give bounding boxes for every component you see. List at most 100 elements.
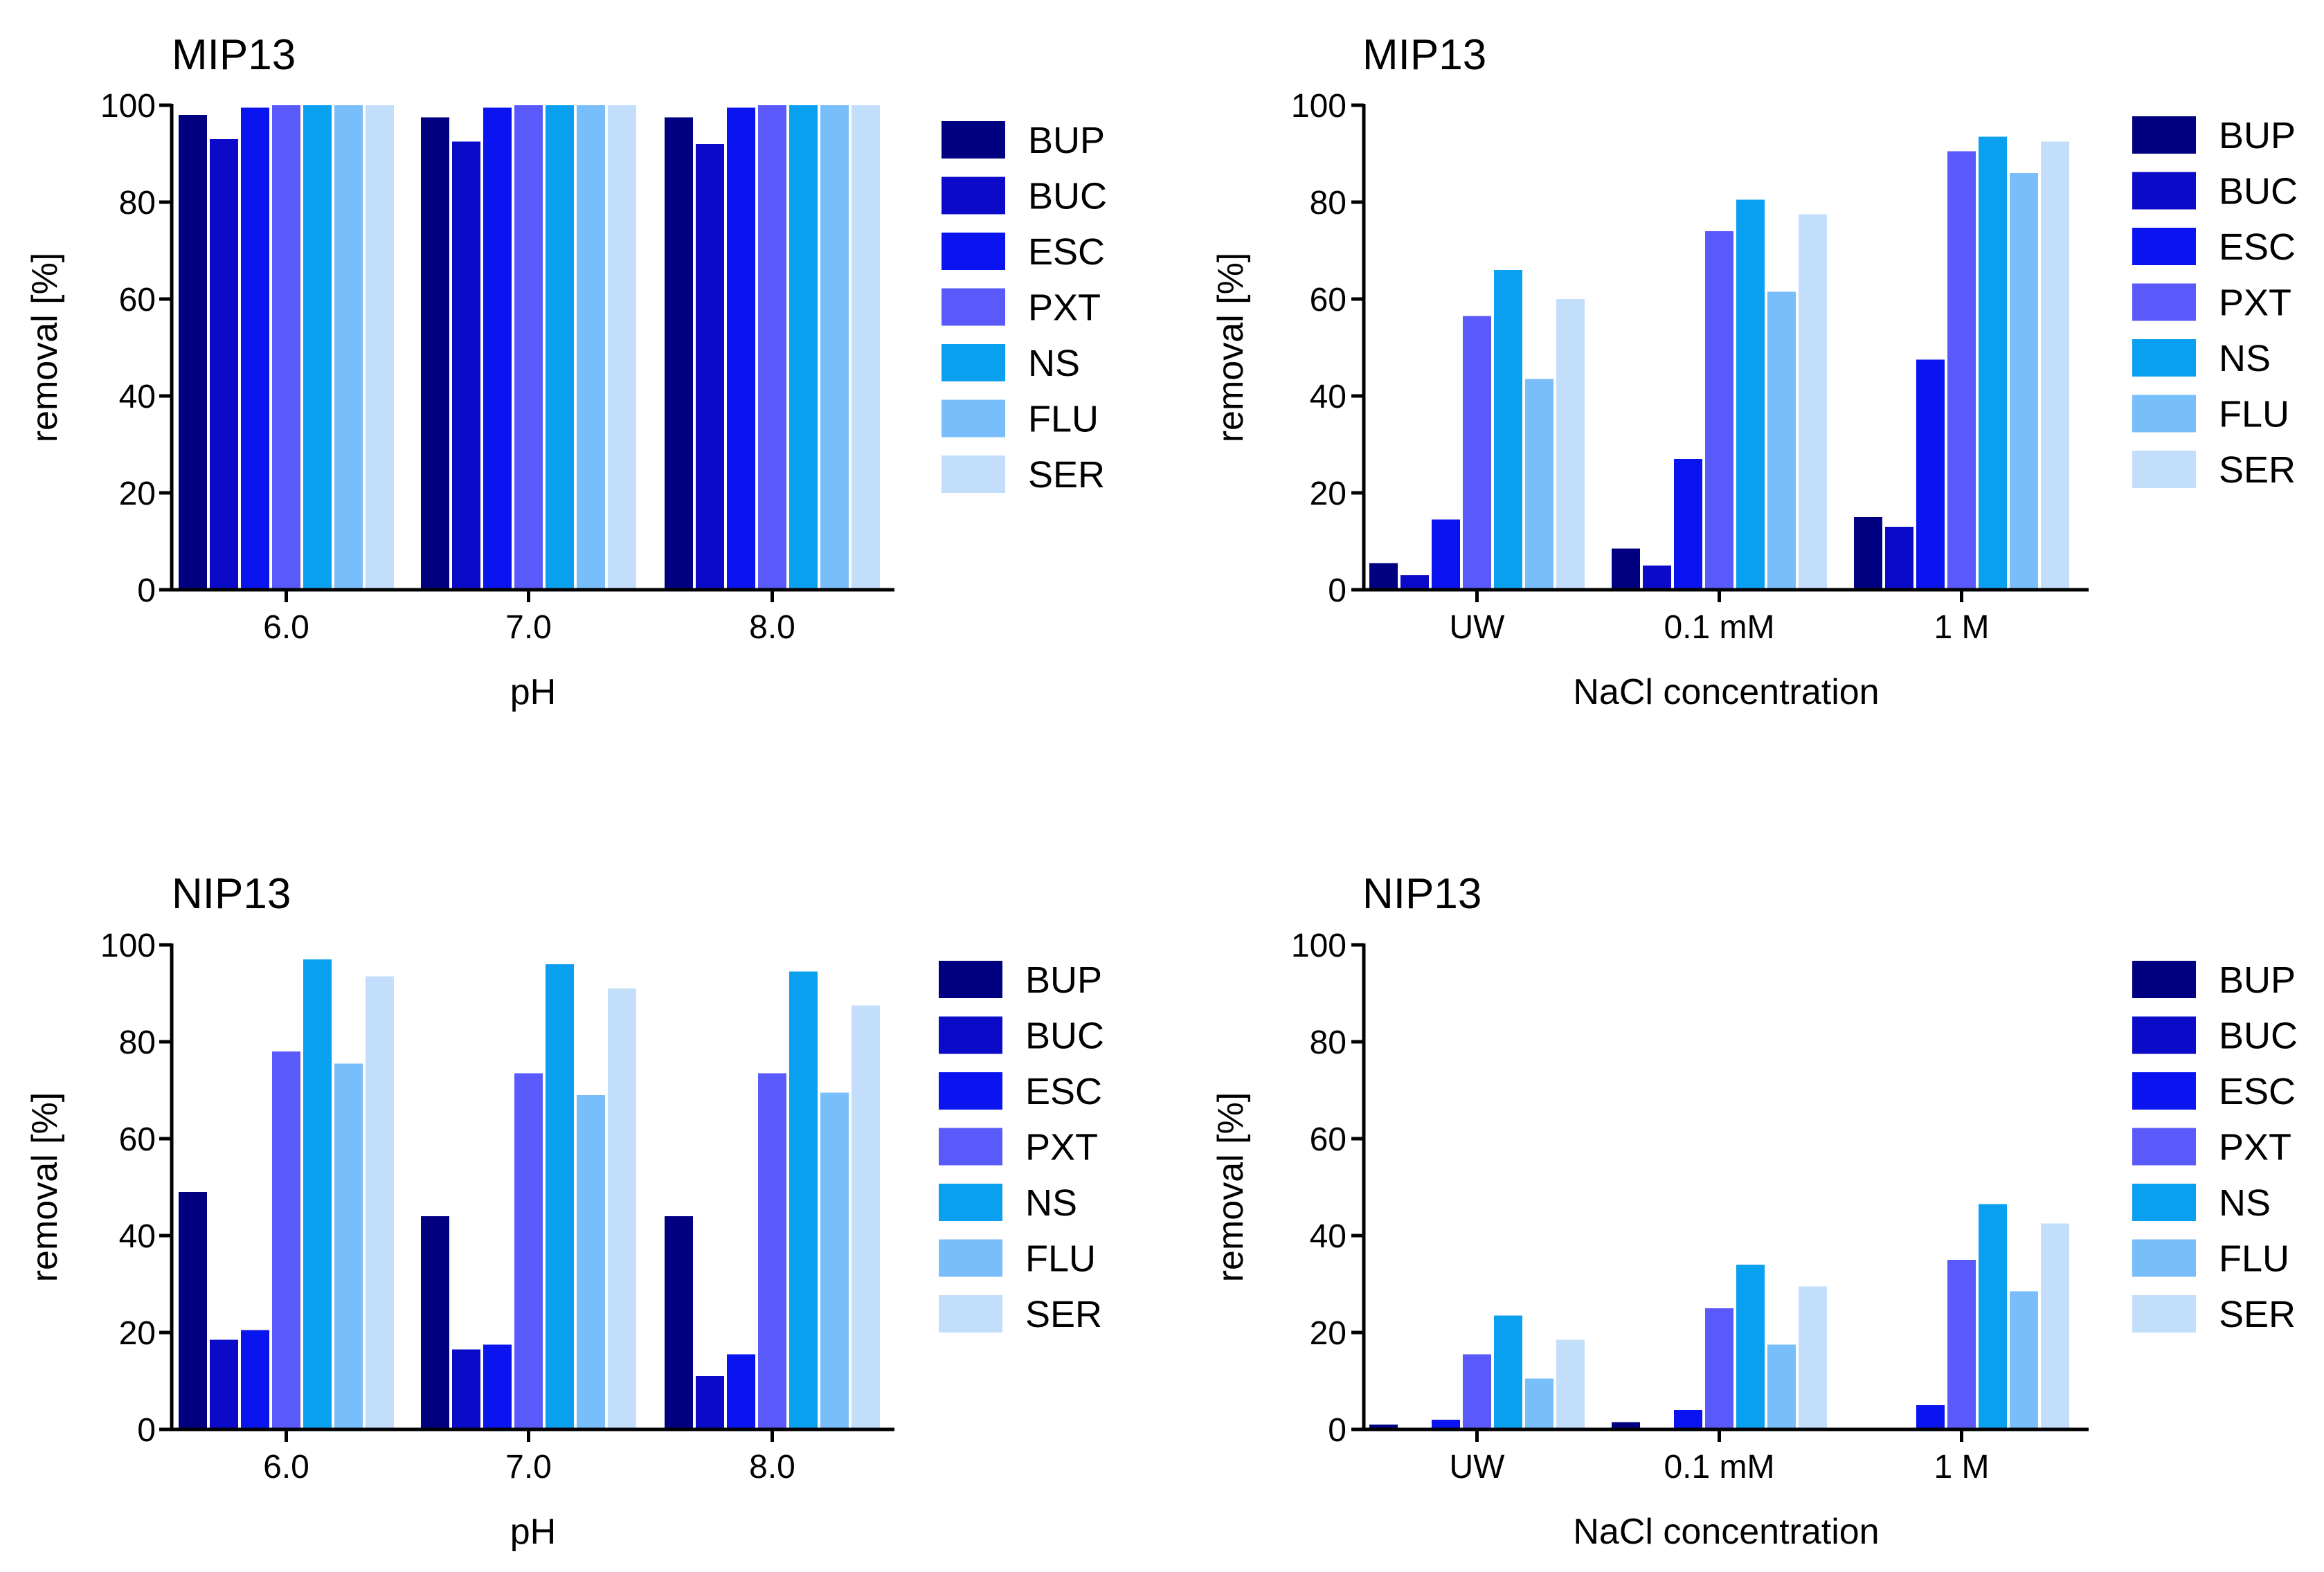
chart-title: NIP13 <box>172 870 291 918</box>
legend-label-pxt: PXT <box>1028 287 1101 329</box>
legend: BUP BUC ESC PXT NS FLU SER <box>2132 959 2298 1335</box>
legend-label-flu: FLU <box>2219 394 2289 435</box>
bar-esc-3 <box>1916 359 1945 590</box>
y-tick-label: 20 <box>1310 476 1346 512</box>
bar-flu-3 <box>820 105 849 590</box>
bar-pxt-1 <box>1463 316 1491 590</box>
legend-swatch-flu <box>2132 395 2196 433</box>
bar-flu-2 <box>1767 291 1796 590</box>
bar-esc-2 <box>483 1344 512 1429</box>
y-tick-label: 0 <box>1328 572 1346 609</box>
bar-ns-2 <box>1736 199 1765 590</box>
bar-bup-2 <box>1612 548 1640 590</box>
x-tick-label: 1 M <box>1934 1449 1989 1485</box>
bar-esc-2 <box>1674 459 1702 590</box>
bar-ser-1 <box>1556 299 1585 590</box>
legend-swatch-ser <box>2132 1295 2196 1332</box>
bar-bup-1 <box>1369 563 1398 590</box>
legend-label-esc: ESC <box>2219 1071 2296 1112</box>
bar-pxt-2 <box>514 1073 543 1429</box>
legend-label-buc: BUC <box>1025 1015 1104 1057</box>
bar-buc-3 <box>696 1376 724 1429</box>
bar-pxt-1 <box>1463 1354 1491 1429</box>
legend-swatch-ns <box>939 1184 1002 1221</box>
bar-flu-1 <box>334 105 363 590</box>
y-tick-label: 80 <box>119 185 156 222</box>
bar-pxt-1 <box>272 105 300 590</box>
bar-flu-2 <box>577 105 605 590</box>
chart-panel-3: NIP13 0 20 40 60 80 100 6.0 7.0 8.0 pH removal [%] B… <box>25 870 1104 1552</box>
legend-label-bup: BUP <box>1025 959 1102 1001</box>
bar-ns-1 <box>1494 270 1522 590</box>
legend-label-ser: SER <box>1028 454 1105 496</box>
legend-swatch-buc <box>2132 172 2196 210</box>
y-tick-label: 20 <box>1310 1315 1346 1352</box>
bar-ser-1 <box>1556 1339 1585 1429</box>
legend-swatch-pxt <box>2132 1128 2196 1166</box>
bar-ns-3 <box>1979 1204 2007 1429</box>
bar-bup-1 <box>179 1192 207 1429</box>
x-axis-label: NaCl concentration <box>1573 672 1879 712</box>
bar-ser-3 <box>852 1005 880 1429</box>
y-tick-label: 40 <box>119 1218 156 1255</box>
bar-ser-2 <box>1799 1286 1827 1429</box>
legend-label-esc: ESC <box>1028 231 1105 273</box>
bar-esc-1 <box>241 1330 269 1429</box>
y-tick-label: 80 <box>1310 185 1346 222</box>
bar-ser-2 <box>608 988 636 1429</box>
legend-swatch-buc <box>942 177 1005 215</box>
bar-esc-2 <box>483 107 512 590</box>
bar-ns-2 <box>546 105 574 590</box>
y-tick-label: 100 <box>1291 928 1346 964</box>
legend-swatch-flu <box>939 1239 1002 1277</box>
bar-bup-1 <box>1369 1425 1398 1429</box>
chart-panel-1: MIP13 0 20 40 60 80 100 6.0 7.0 8.0 pH removal [%] B… <box>25 31 1107 712</box>
legend-label-bup: BUP <box>2219 115 2296 156</box>
legend-label-ser: SER <box>2219 1294 2296 1335</box>
y-tick-label: 60 <box>1310 282 1346 318</box>
bar-pxt-2 <box>1705 231 1733 590</box>
bar-buc-2 <box>1643 566 1671 590</box>
x-tick-label: 8.0 <box>749 1449 795 1485</box>
legend-label-buc: BUC <box>2219 171 2298 213</box>
bar-ser-1 <box>366 105 394 590</box>
bar-buc-1 <box>1400 575 1429 590</box>
legend-label-ns: NS <box>2219 1182 2271 1224</box>
bar-pxt-2 <box>1705 1308 1733 1429</box>
y-tick-label: 0 <box>137 1412 156 1449</box>
legend-label-flu: FLU <box>1028 399 1099 440</box>
bar-ser-3 <box>2041 141 2069 590</box>
bar-ns-3 <box>789 105 818 590</box>
legend-swatch-ns <box>2132 339 2196 377</box>
y-tick-label: 100 <box>1291 88 1346 125</box>
y-tick-label: 60 <box>119 1121 156 1158</box>
bar-pxt-2 <box>514 105 543 590</box>
bar-ns-2 <box>1736 1265 1765 1429</box>
bar-ns-1 <box>303 959 332 1429</box>
bar-ser-3 <box>2041 1223 2069 1429</box>
bar-flu-3 <box>2010 1291 2038 1429</box>
y-tick-label: 0 <box>1328 1412 1346 1449</box>
bar-bup-2 <box>1612 1422 1640 1429</box>
y-axis-label: removal [%] <box>1211 253 1251 443</box>
legend: BUP BUC ESC PXT NS FLU SER <box>942 120 1107 496</box>
legend-swatch-esc <box>2132 1072 2196 1110</box>
y-tick-label: 20 <box>119 1315 156 1352</box>
legend-swatch-flu <box>942 399 1005 437</box>
bar-flu-3 <box>820 1092 849 1429</box>
y-axis-label: removal [%] <box>1211 1092 1251 1283</box>
bar-bup-2 <box>421 117 449 590</box>
legend-swatch-bup <box>942 121 1005 159</box>
x-tick-label: UW <box>1450 609 1506 646</box>
legend: BUP BUC ESC PXT NS FLU SER <box>939 959 1104 1335</box>
legend-label-buc: BUC <box>2219 1015 2298 1057</box>
bar-ns-3 <box>789 971 818 1429</box>
bar-ns-1 <box>303 105 332 590</box>
y-tick-label: 60 <box>1310 1121 1346 1158</box>
x-tick-label: 0.1 mM <box>1664 609 1774 646</box>
bar-ser-1 <box>366 976 394 1429</box>
y-tick-label: 40 <box>1310 379 1346 415</box>
y-tick-label: 80 <box>119 1024 156 1061</box>
bar-flu-1 <box>1525 379 1553 590</box>
